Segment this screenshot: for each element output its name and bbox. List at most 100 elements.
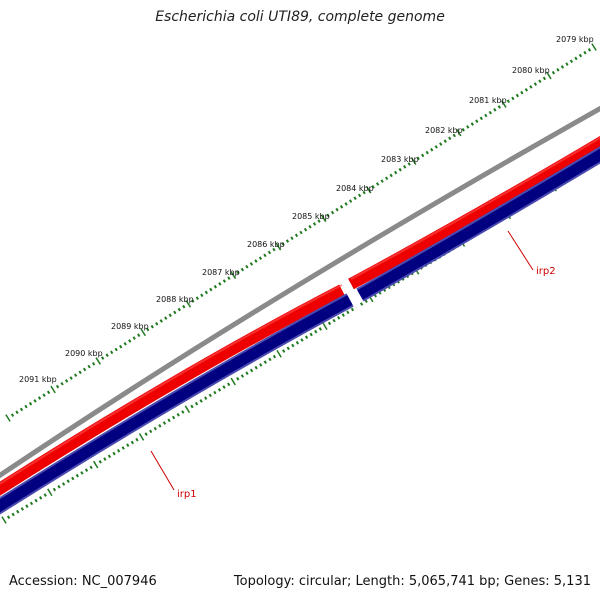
- inner-tick: [337, 316, 341, 320]
- feature-highlight-right: [350, 136, 600, 280]
- outer-tick: [515, 93, 520, 98]
- outer-tick: [394, 170, 398, 175]
- inner-tick: [300, 338, 304, 342]
- inner-tick: [268, 357, 272, 362]
- outer-tick: [24, 404, 28, 409]
- outer-tick-marks: [5, 43, 597, 422]
- outer-tick: [87, 364, 91, 369]
- outer-tick: [380, 179, 384, 183]
- outer-tick: [128, 339, 132, 343]
- inner-tick: [304, 335, 309, 340]
- outer-tick: [73, 373, 78, 377]
- inner-tick: [227, 382, 231, 387]
- inner-tick: [89, 465, 93, 470]
- outer-tick: [240, 267, 245, 272]
- outer-tick: [78, 370, 82, 375]
- outer-tick: [258, 256, 263, 260]
- feature-boundary-gap: [341, 280, 361, 310]
- inner-tick: [181, 410, 185, 414]
- outer-tick: [195, 296, 199, 300]
- inner-tick: [138, 433, 145, 441]
- inner-tick: [112, 451, 116, 456]
- inner-tick: [309, 332, 313, 337]
- outer-tick: [209, 287, 213, 292]
- kbp-label: 2083 kbp: [381, 155, 419, 164]
- inner-tick: [276, 350, 282, 358]
- outer-tick: [587, 48, 592, 52]
- outer-tick: [443, 139, 447, 143]
- inner-tick: [16, 509, 20, 514]
- outer-tick: [55, 384, 60, 389]
- outer-tick: [493, 107, 497, 112]
- outer-tick: [546, 71, 552, 80]
- outer-tick: [529, 85, 533, 89]
- feature-irp1-segment[interactable]: [0, 284, 345, 496]
- inner-tick: [103, 457, 107, 461]
- outer-tick: [95, 357, 101, 365]
- kbp-scale-labels: 2079 kbp 2080 kbp 2081 kbp 2082 kbp 2083 kbp…: [19, 35, 594, 384]
- outer-tick: [479, 116, 483, 121]
- outer-tick: [275, 242, 282, 251]
- outer-tick: [560, 65, 565, 69]
- kbp-label: 2084 kbp: [336, 184, 374, 193]
- inner-tick: [184, 405, 191, 414]
- inner-tick: [75, 473, 79, 478]
- inner-tick: [149, 429, 153, 434]
- outer-tick: [303, 227, 308, 232]
- outer-tick: [42, 393, 46, 397]
- outer-tick: [520, 90, 524, 95]
- inner-tick: [204, 396, 208, 400]
- outer-tick: [299, 230, 303, 235]
- kbp-label: 2090 kbp: [65, 349, 103, 358]
- outer-tick: [137, 333, 141, 338]
- outer-tick: [173, 310, 177, 315]
- inner-tick: [153, 426, 157, 431]
- inner-tick: [291, 343, 295, 348]
- outer-tick: [511, 96, 515, 101]
- gene-label-irp2[interactable]: irp2: [536, 266, 556, 277]
- outer-tick: [60, 381, 64, 386]
- outer-tick: [430, 147, 434, 152]
- outer-tick: [574, 56, 578, 61]
- irp2-callout-line: [507, 230, 534, 271]
- outer-tick: [434, 145, 438, 149]
- outer-tick: [28, 401, 33, 406]
- inner-tick: [158, 424, 162, 428]
- inner-tick: [286, 346, 290, 351]
- inner-tick: [57, 484, 61, 489]
- outer-tick: [155, 322, 159, 326]
- outer-tick: [455, 128, 462, 137]
- inner-tick: [43, 493, 47, 497]
- kbp-label: 2088 kbp: [156, 295, 194, 304]
- inner-tick: [80, 471, 84, 475]
- inner-tick: [171, 415, 176, 420]
- gene-label-irp1[interactable]: irp1: [177, 489, 197, 500]
- outer-tick: [578, 53, 583, 58]
- inner-tick: [34, 498, 38, 503]
- outer-tick: [294, 233, 299, 238]
- outer-tick: [501, 100, 507, 108]
- outer-tick: [410, 157, 417, 165]
- outer-tick: [105, 353, 109, 358]
- kbp-label: 2079 kbp: [556, 35, 594, 44]
- outer-tick: [213, 284, 218, 289]
- inner-tick: [144, 432, 148, 436]
- kbp-label: 2089 kbp: [111, 322, 149, 331]
- outer-tick: [389, 173, 393, 178]
- inner-tick: [314, 329, 318, 334]
- feature-irp2-segment[interactable]: [348, 135, 600, 290]
- outer-tick: [267, 250, 272, 255]
- feature-highlight-left: [0, 284, 343, 485]
- feature-reverse-right-core: [357, 148, 600, 300]
- inner-tick: [126, 443, 130, 448]
- outer-tick: [140, 328, 147, 337]
- inner-tick: [230, 377, 236, 386]
- inner-tick: [346, 310, 350, 315]
- outer-tick: [421, 153, 425, 158]
- outer-tick: [475, 119, 479, 124]
- inner-tick: [25, 504, 29, 508]
- inner-tick: [11, 512, 15, 517]
- kbp-label: 2087 kbp: [202, 268, 240, 277]
- inner-tick: [332, 318, 336, 323]
